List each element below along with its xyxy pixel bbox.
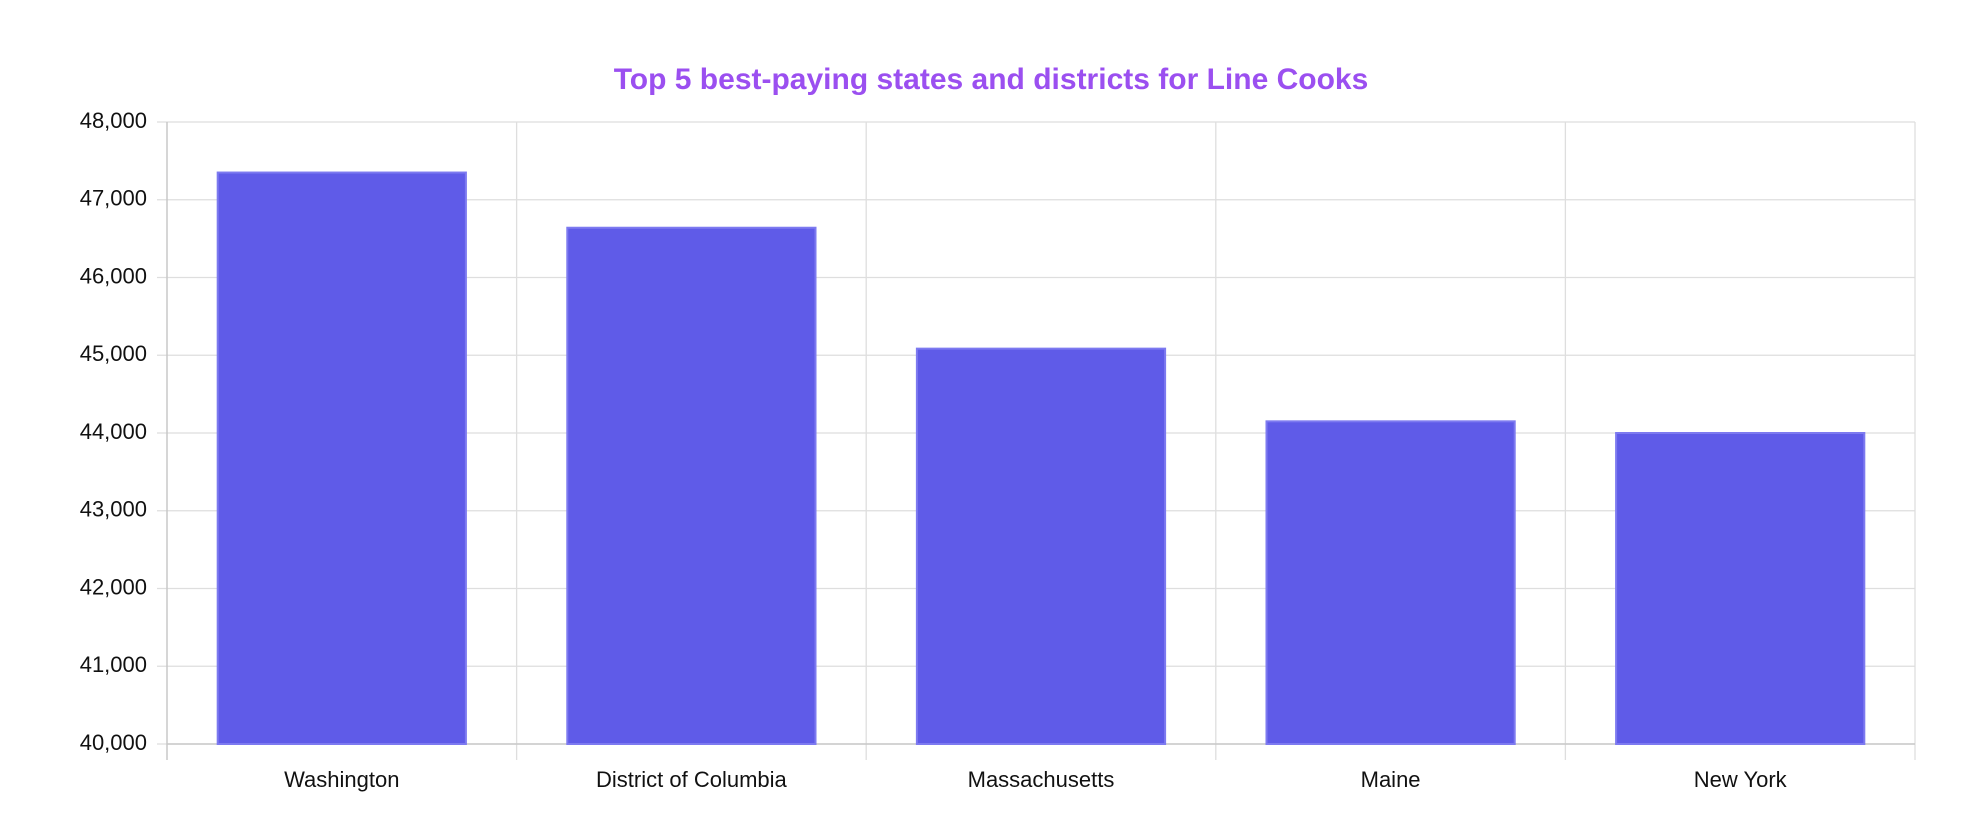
y-tick-label: 42,000	[80, 574, 147, 599]
x-tick-label: New York	[1694, 767, 1788, 792]
x-tick-label: Massachusetts	[968, 767, 1115, 792]
y-tick-label: 45,000	[80, 341, 147, 366]
x-tick-label: Washington	[284, 767, 399, 792]
y-tick-label: 43,000	[80, 497, 147, 522]
bar	[1615, 432, 1866, 745]
chart-title: Top 5 best-paying states and districts f…	[614, 63, 1369, 96]
bar	[216, 171, 467, 746]
x-tick-label: District of Columbia	[596, 767, 787, 792]
y-tick-label: 46,000	[80, 263, 147, 288]
bar	[566, 226, 817, 746]
bar	[1265, 420, 1516, 745]
bar	[915, 347, 1167, 745]
y-tick-label: 44,000	[80, 419, 147, 444]
y-tick-label: 47,000	[80, 186, 147, 211]
y-tick-label: 48,000	[80, 108, 147, 133]
y-tick-label: 40,000	[80, 730, 147, 755]
x-tick-label: Maine	[1361, 767, 1421, 792]
y-tick-label: 41,000	[80, 652, 147, 677]
